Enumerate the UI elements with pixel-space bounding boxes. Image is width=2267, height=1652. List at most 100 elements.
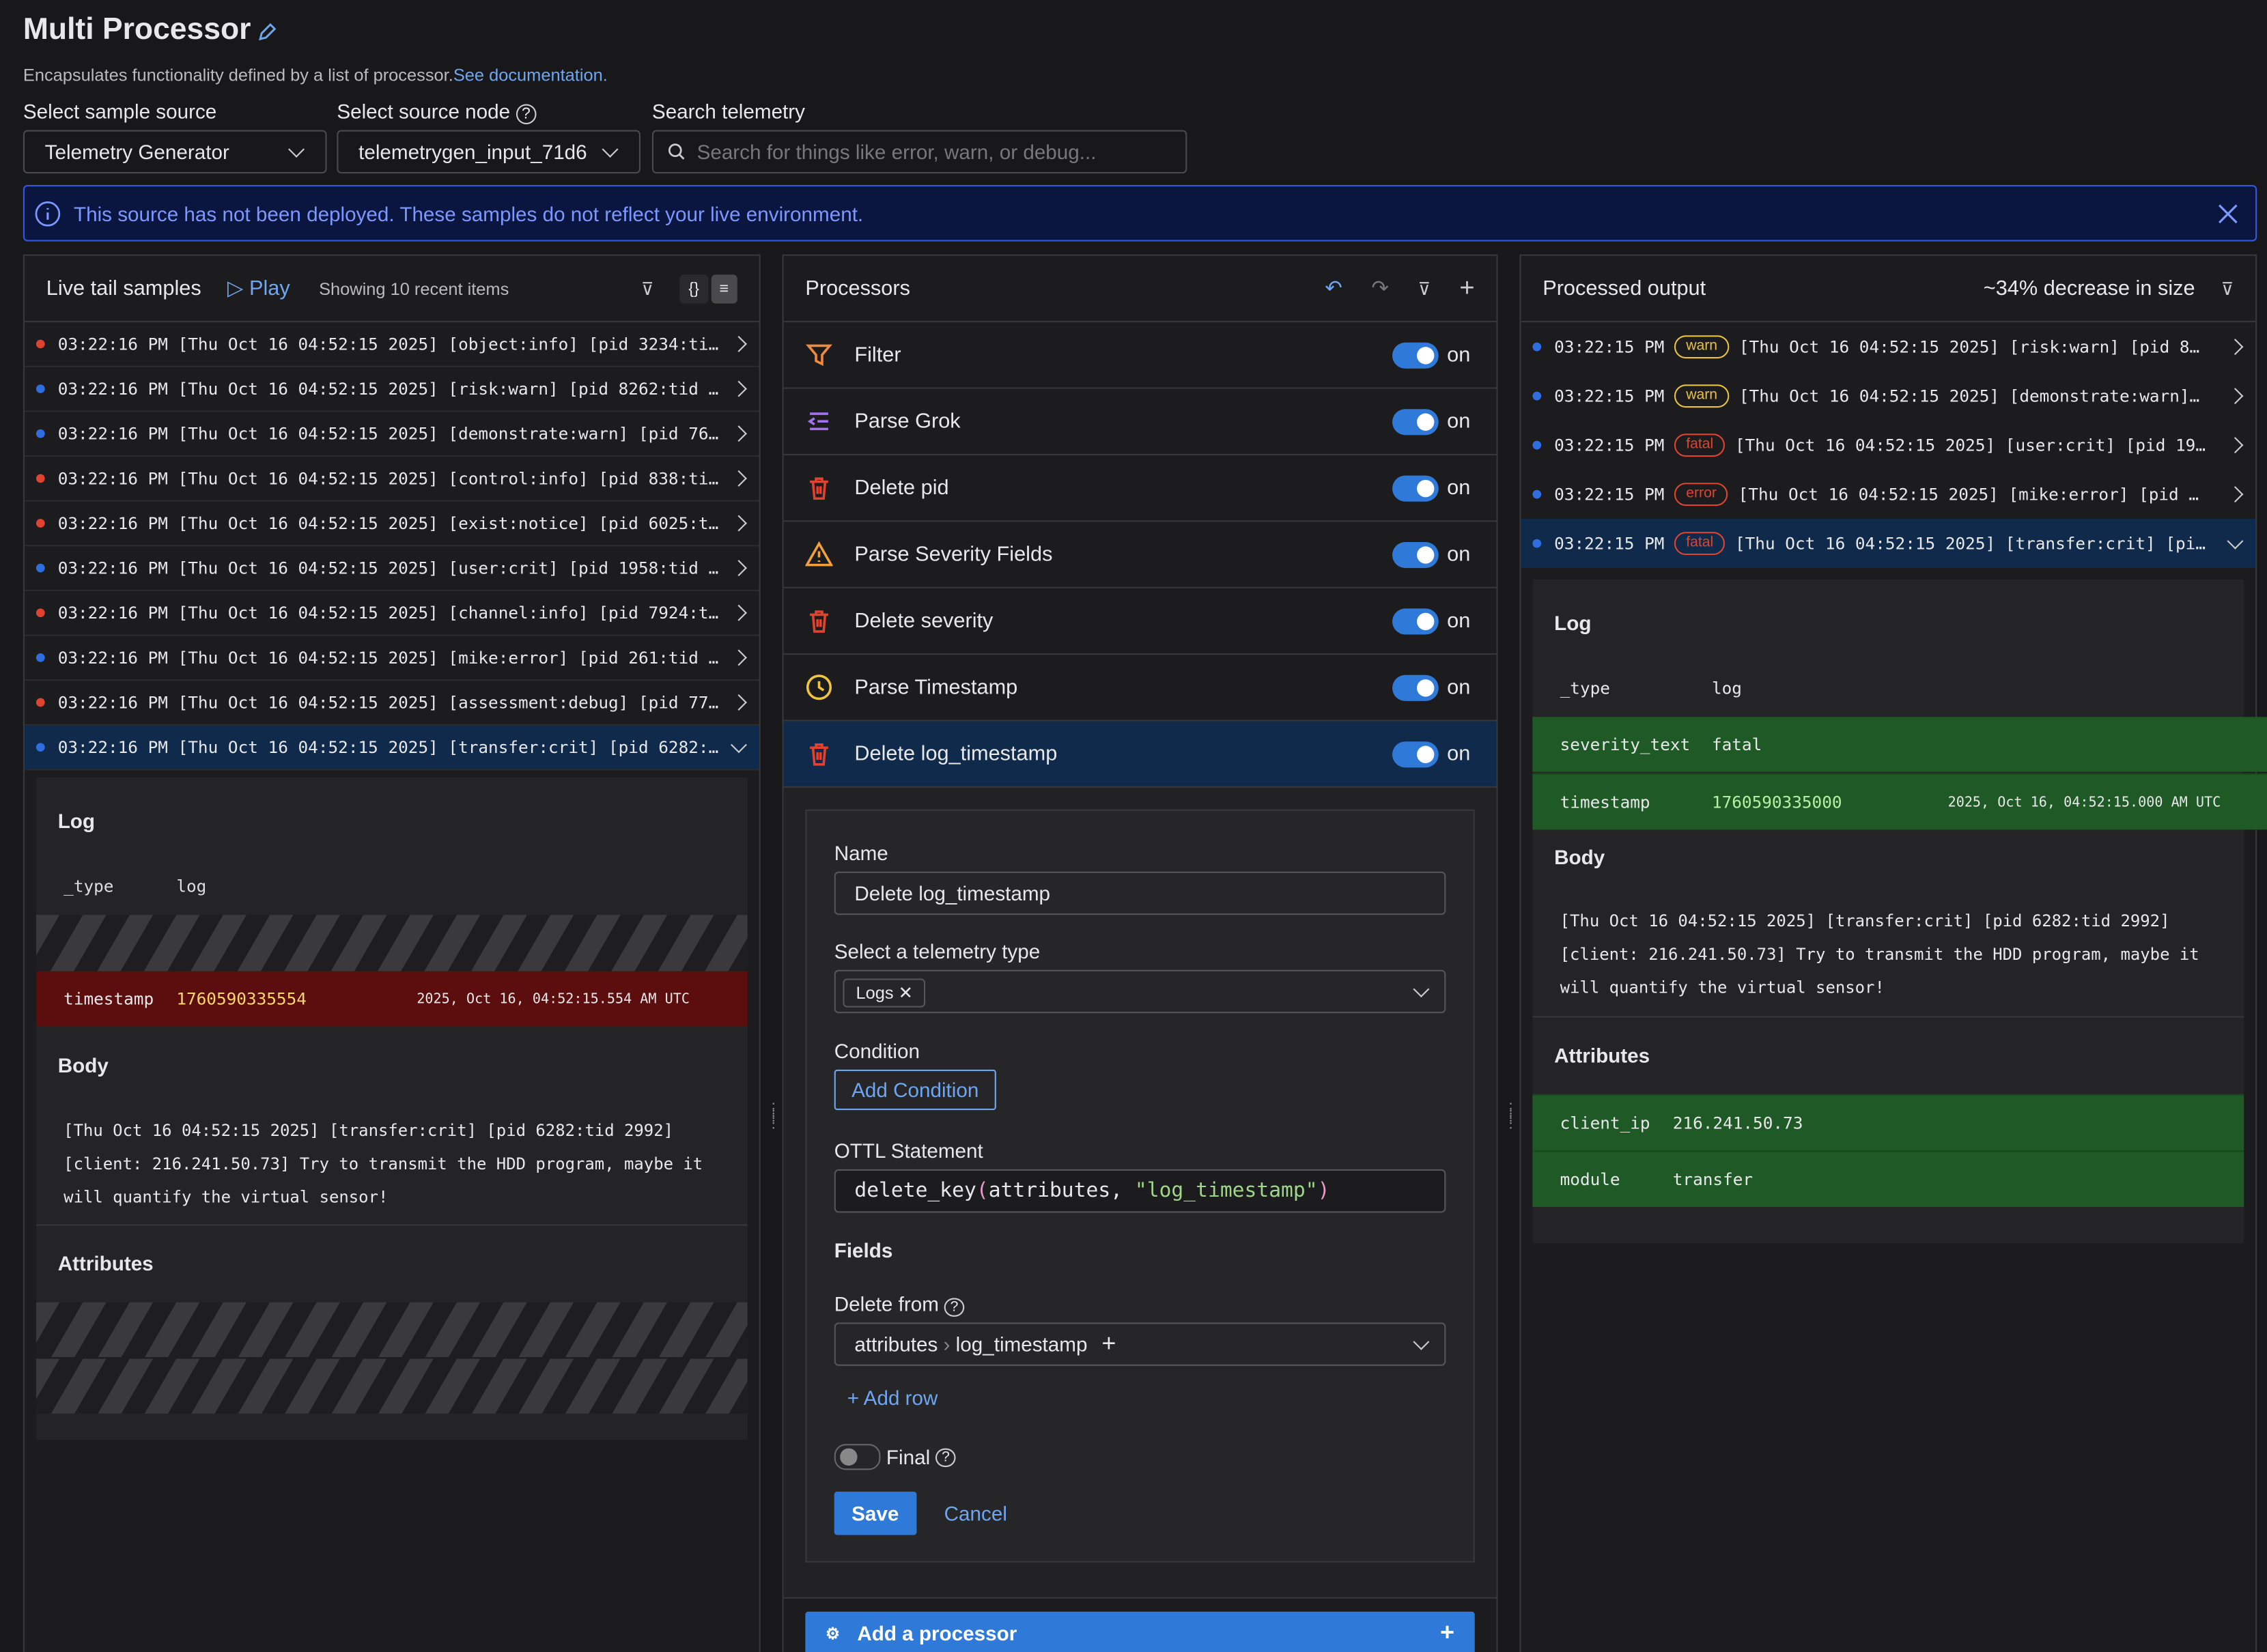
toggle[interactable]: on: [1392, 541, 1470, 568]
name-input[interactable]: Delete log_timestamp: [834, 871, 1446, 915]
filter-button[interactable]: ⊽: [2221, 278, 2234, 299]
toggle[interactable]: on: [1392, 474, 1470, 501]
final-toggle[interactable]: Final ?: [834, 1444, 956, 1470]
output-row[interactable]: 03:22:15 PM fatal [Thu Oct 16 04:52:15 202…: [1521, 421, 2255, 470]
source-node-select[interactable]: telemetrygen_input_71d6: [337, 130, 640, 174]
expand-icon: [730, 515, 747, 532]
code-paren: ): [1317, 1179, 1330, 1203]
output-row[interactable]: 03:22:15 PM error [Thu Oct 16 04:52:15 202…: [1521, 470, 2255, 519]
log-row[interactable]: 03:22:16 PM [Thu Oct 16 04:52:15 2025] […: [24, 412, 759, 457]
processor-name: Parse Severity Fields: [854, 543, 1053, 566]
log-text: 03:22:16 PM [Thu Oct 16 04:52:15 2025] […: [57, 647, 719, 668]
switch-on: [1392, 674, 1439, 700]
add-condition-button[interactable]: Add Condition: [834, 1069, 996, 1111]
log-row[interactable]: 03:22:16 PM [Thu Oct 16 04:52:15 2025] […: [24, 591, 759, 636]
help-icon[interactable]: ?: [944, 1298, 964, 1317]
output-row[interactable]: 03:22:15 PM warn [Thu Oct 16 04:52:15 2025…: [1521, 371, 2255, 421]
processor-row[interactable]: Delete severity on: [783, 588, 1497, 655]
placeholder: Search for things like error, warn, or d…: [696, 140, 1097, 164]
text-view-button[interactable]: ≡: [710, 274, 737, 303]
toggle[interactable]: on: [1392, 341, 1470, 368]
path-segment: attributes: [854, 1333, 938, 1356]
log-text: 03:22:16 PM [Thu Oct 16 04:52:15 2025] […: [57, 692, 719, 713]
warning-banner: This source has not been deployed. These…: [23, 185, 2257, 242]
undo-button[interactable]: ↶: [1325, 276, 1343, 300]
output-row[interactable]: 03:22:15 PM warn [Thu Oct 16 04:52:15 2025…: [1521, 322, 2255, 371]
severity-dot: [1532, 342, 1542, 352]
log-row[interactable]: 03:22:16 PM [Thu Oct 16 04:52:15 2025] […: [24, 502, 759, 547]
expand-icon: [2227, 532, 2244, 550]
processor-row[interactable]: Parse Grok on: [783, 389, 1497, 455]
log-body: [Thu Oct 16 04:52:15 2025] [transfer:cri…: [64, 1122, 703, 1207]
resize-handle[interactable]: ⋮ ⋮ ⋮: [1504, 1101, 1519, 1132]
output-panel: Processed output ~34% decrease in size ⊽…: [1519, 254, 2267, 1652]
add-button[interactable]: +: [1459, 273, 1475, 302]
toggle[interactable]: on: [1392, 741, 1470, 767]
sample-source-select[interactable]: Telemetry Generator: [23, 130, 327, 174]
output-row[interactable]: 03:22:15 PM fatal [Thu Oct 16 04:52:15 202…: [1521, 519, 2256, 569]
switch-on: [1392, 608, 1439, 634]
json-view-button[interactable]: {}: [679, 274, 708, 303]
log-time: 03:22:15 PM: [1554, 337, 1665, 357]
log-row[interactable]: 03:22:16 PM [Thu Oct 16 04:52:15 2025] […: [24, 681, 759, 726]
button-label: Add row: [863, 1386, 938, 1410]
log-text: [Thu Oct 16 04:52:15 2025] [risk:warn] […: [1738, 337, 2200, 357]
save-button[interactable]: Save: [834, 1492, 916, 1535]
editor-card: Name Delete log_timestamp Select a telem…: [805, 809, 1475, 1563]
help-icon[interactable]: ?: [516, 104, 537, 125]
field-key: _type: [1560, 678, 1610, 698]
filter-button[interactable]: ⊽: [640, 278, 654, 299]
expand-icon: [730, 470, 747, 487]
field-path-select[interactable]: attributes › log_timestamp +: [834, 1322, 1446, 1366]
toggle[interactable]: on: [1392, 674, 1470, 700]
severity-dot: [36, 563, 45, 573]
severity-badge: error: [1674, 483, 1728, 507]
chip: Logs ✕: [843, 978, 926, 1008]
log-time: 03:22:15 PM: [1554, 386, 1665, 406]
add-row-button[interactable]: + Add row: [847, 1386, 938, 1410]
log-row[interactable]: 03:22:16 PM [Thu Oct 16 04:52:15 2025] […: [24, 636, 759, 681]
log-time: 03:22:15 PM: [1554, 533, 1665, 554]
redo-button[interactable]: ↷: [1371, 276, 1390, 300]
processor-row[interactable]: Parse Severity Fields on: [783, 522, 1497, 588]
processor-icon: [804, 541, 834, 568]
processor-icon: [805, 341, 832, 369]
search-input[interactable]: Search for things like error, warn, or d…: [651, 130, 1187, 174]
label-text: Select source node: [337, 100, 511, 123]
label: Search telemetry: [651, 100, 806, 123]
processor-row[interactable]: Delete pid on: [783, 455, 1497, 522]
processor-icon: [805, 607, 832, 634]
toggle[interactable]: on: [1392, 608, 1470, 634]
label: OTTL Statement: [834, 1139, 983, 1163]
ottl-input[interactable]: delete_key(attributes, "log_timestamp"): [834, 1169, 1446, 1213]
add-processor-button[interactable]: ⚙ Add a processor +: [805, 1611, 1475, 1652]
processor-editor: Name Delete log_timestamp Select a telem…: [783, 787, 1497, 1599]
log-detail: Log _type log severity_text fatal timestam…: [1532, 580, 2267, 1243]
log-row[interactable]: 03:22:16 PM [Thu Oct 16 04:52:15 2025] […: [24, 725, 759, 771]
log-row[interactable]: 03:22:16 PM [Thu Oct 16 04:52:15 2025] […: [24, 322, 759, 367]
size-change: ~34% decrease in size: [1983, 276, 2195, 300]
log-row[interactable]: 03:22:16 PM [Thu Oct 16 04:52:15 2025] […: [24, 367, 759, 412]
telemetry-type-select[interactable]: Logs ✕: [834, 969, 1446, 1014]
log-text: [Thu Oct 16 04:52:15 2025] [mike:error] …: [1738, 484, 2199, 504]
processor-row[interactable]: Parse Timestamp on: [783, 655, 1497, 722]
severity-dot: [36, 519, 45, 528]
page-title: Multi Processor: [23, 13, 251, 46]
processor-row[interactable]: Filter on: [783, 322, 1497, 389]
button-label: Add a processor: [857, 1621, 1017, 1645]
log-row[interactable]: 03:22:16 PM [Thu Oct 16 04:52:15 2025] […: [24, 457, 759, 502]
cancel-button[interactable]: Cancel: [944, 1501, 1007, 1525]
resize-handle[interactable]: ⋮ ⋮ ⋮: [766, 1101, 781, 1132]
filter-button[interactable]: ⊽: [1418, 278, 1431, 299]
doc-link[interactable]: See documentation.: [453, 65, 608, 85]
processor-row[interactable]: Delete log_timestamp on: [783, 721, 1497, 788]
edit-icon[interactable]: [257, 22, 278, 42]
search-icon: [668, 143, 685, 160]
play-button[interactable]: ▷ Play: [227, 276, 290, 300]
toggle[interactable]: on: [1392, 408, 1470, 435]
label: Select a telemetry type: [834, 939, 1041, 963]
field-value: log: [1711, 678, 1742, 698]
log-row[interactable]: 03:22:16 PM [Thu Oct 16 04:52:15 2025] […: [24, 546, 759, 591]
close-button[interactable]: [2218, 204, 2238, 225]
